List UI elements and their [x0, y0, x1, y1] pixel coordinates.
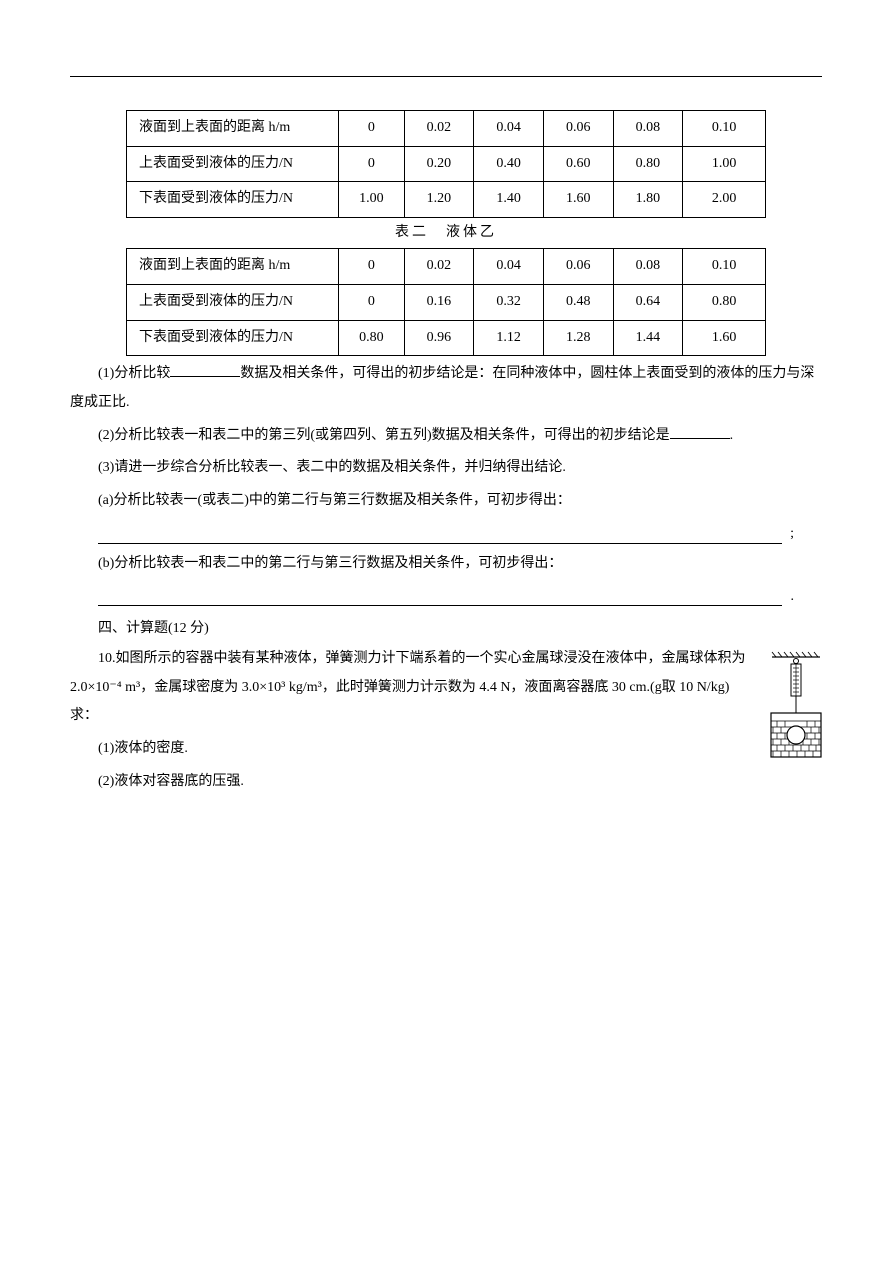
t1-r1-label: 液面到上表面的距离 h/m	[127, 111, 339, 147]
q1-blank	[170, 363, 240, 377]
page-header-rule	[70, 76, 822, 77]
t1-r2-c3: 0.40	[474, 146, 544, 182]
t1-r2-c2: 0.20	[404, 146, 474, 182]
t1-r2-label: 上表面受到液体的压力/N	[127, 146, 339, 182]
t1-r3-c2: 1.20	[404, 182, 474, 218]
question-10-container: 10.如图所示的容器中装有某种液体，弹簧测力计下端系着的一个实心金属球浸没在液体…	[70, 645, 822, 731]
t2-r3-c3: 1.12	[474, 320, 544, 356]
t2-r3-c4: 1.28	[543, 320, 613, 356]
t2-r3-c2: 0.96	[404, 320, 474, 356]
t2-r1-c6: 0.10	[683, 249, 766, 285]
t2-r1-c4: 0.06	[543, 249, 613, 285]
t2-r2-c1: 0	[339, 284, 404, 320]
t2-r2-label: 上表面受到液体的压力/N	[127, 284, 339, 320]
question-3a: (a)分析比较表一(或表二)中的第二行与第三行数据及相关条件，可初步得出：	[70, 487, 822, 516]
q3a-answer-line: ;	[70, 522, 822, 544]
t1-r3-c1: 1.00	[339, 182, 404, 218]
question-10-2: (2)液体对容器底的压强.	[70, 768, 822, 797]
spring-scale-icon	[768, 651, 822, 759]
q1-pre: (1)分析比较	[98, 366, 170, 381]
question-3: (3)请进一步综合分析比较表一、表二中的数据及相关条件，并归纳得出结论.	[70, 454, 822, 483]
t2-r1-c1: 0	[339, 249, 404, 285]
q3a-blank-line: ;	[98, 522, 782, 544]
t2-r3-c1: 0.80	[339, 320, 404, 356]
t2-r1-label: 液面到上表面的距离 h/m	[127, 249, 339, 285]
t1-r1-c5: 0.08	[613, 111, 683, 147]
question-1: (1)分析比较数据及相关条件，可得出的初步结论是：在同种液体中，圆柱体上表面受到…	[70, 360, 822, 417]
t1-r3-c5: 1.80	[613, 182, 683, 218]
t1-r2-c4: 0.60	[543, 146, 613, 182]
spring-scale-figure	[768, 651, 822, 770]
t1-r1-c1: 0	[339, 111, 404, 147]
table-liquid-2: 液面到上表面的距离 h/m 0 0.02 0.04 0.06 0.08 0.10…	[126, 248, 766, 356]
question-3b: (b)分析比较表一和表二中的第二行与第三行数据及相关条件，可初步得出：	[70, 550, 822, 579]
t2-r1-c5: 0.08	[613, 249, 683, 285]
t1-r1-c3: 0.04	[474, 111, 544, 147]
t1-r3-label: 下表面受到液体的压力/N	[127, 182, 339, 218]
question-10-body: 10.如图所示的容器中装有某种液体，弹簧测力计下端系着的一个实心金属球浸没在液体…	[70, 645, 752, 731]
t2-r2-c6: 0.80	[683, 284, 766, 320]
q3a-terminator: ;	[790, 521, 794, 548]
t1-r2-c1: 0	[339, 146, 404, 182]
t2-r2-c5: 0.64	[613, 284, 683, 320]
t2-r2-c3: 0.32	[474, 284, 544, 320]
t1-r1-c6: 0.10	[683, 111, 766, 147]
q2-blank	[670, 425, 730, 439]
t2-r1-c3: 0.04	[474, 249, 544, 285]
t1-r3-c6: 2.00	[683, 182, 766, 218]
t2-r1-c2: 0.02	[404, 249, 474, 285]
section-4-heading: 四、计算题(12 分)	[70, 616, 822, 643]
t1-r2-c6: 1.00	[683, 146, 766, 182]
t2-r3-label: 下表面受到液体的压力/N	[127, 320, 339, 356]
t2-r3-c5: 1.44	[613, 320, 683, 356]
t1-r3-c3: 1.40	[474, 182, 544, 218]
q2-post: .	[730, 428, 734, 443]
q2-pre: (2)分析比较表一和表二中的第三列(或第四列、第五列)数据及相关条件，可得出的初…	[98, 428, 670, 443]
t2-r2-c2: 0.16	[404, 284, 474, 320]
q3b-blank-line: .	[98, 584, 782, 606]
t2-r2-c4: 0.48	[543, 284, 613, 320]
page-content: 液面到上表面的距离 h/m 0 0.02 0.04 0.06 0.08 0.10…	[70, 80, 822, 796]
t1-r3-c4: 1.60	[543, 182, 613, 218]
t1-r1-c4: 0.06	[543, 111, 613, 147]
question-2: (2)分析比较表一和表二中的第三列(或第四列、第五列)数据及相关条件，可得出的初…	[70, 422, 822, 451]
q3b-terminator: .	[791, 584, 795, 611]
t1-r1-c2: 0.02	[404, 111, 474, 147]
table-2-caption: 表二 液体乙	[70, 220, 822, 247]
table-liquid-1: 液面到上表面的距离 h/m 0 0.02 0.04 0.06 0.08 0.10…	[126, 110, 766, 218]
question-10-1: (1)液体的密度.	[70, 735, 822, 764]
t2-r3-c6: 1.60	[683, 320, 766, 356]
t1-r2-c5: 0.80	[613, 146, 683, 182]
q3b-answer-line: .	[70, 584, 822, 606]
